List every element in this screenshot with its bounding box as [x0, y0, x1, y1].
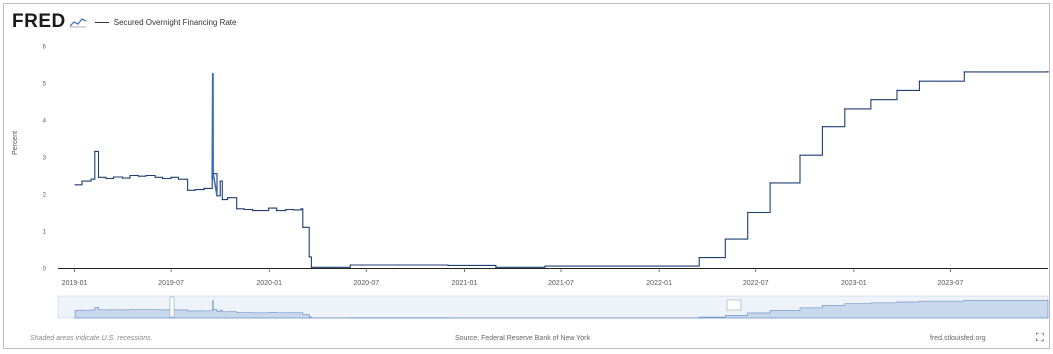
series-point — [161, 177, 164, 180]
recession-note: Shaded areas indicate U.S. recessions. — [30, 335, 153, 342]
fred-logo[interactable]: FRED — [12, 11, 66, 32]
series-point — [308, 256, 310, 258]
fred-graph-icon — [69, 18, 87, 28]
fullscreen-icon[interactable]: ⛶ — [1036, 332, 1044, 344]
series-spike — [211, 73, 218, 196]
series-point — [918, 80, 921, 82]
series-point — [177, 178, 180, 180]
x-tick-label: 2019-01 — [62, 280, 88, 287]
series-point — [252, 210, 254, 212]
x-tick-label: 2020-01 — [256, 280, 282, 287]
x-tick-label: 2022-01 — [646, 280, 672, 287]
series-point — [698, 257, 700, 259]
series-point — [544, 265, 546, 267]
series-point — [896, 89, 898, 91]
x-tick-label: 2023-07 — [938, 280, 964, 287]
y-tick-label: 3 — [43, 156, 47, 162]
series-point — [121, 177, 124, 179]
series-point — [769, 182, 771, 184]
y-tick-label: 2 — [43, 193, 47, 199]
y-tick-label: 0 — [43, 267, 47, 273]
zoom-area — [74, 299, 1049, 319]
series-point — [302, 226, 304, 228]
y-tick-label: 5 — [43, 82, 47, 88]
legend-swatch — [94, 21, 109, 23]
series-point — [203, 187, 205, 189]
series-point — [94, 150, 96, 152]
series-point — [268, 207, 270, 209]
series-point — [349, 264, 351, 266]
chart-frame — [3, 3, 1050, 349]
series-point — [211, 177, 213, 179]
series-point — [154, 176, 156, 178]
y-tick-label: 4 — [43, 119, 47, 125]
series-point — [747, 211, 749, 214]
x-tick-label: 2019-07 — [158, 280, 184, 287]
series-point — [74, 184, 76, 186]
series-point — [724, 238, 726, 240]
series-point — [447, 264, 449, 266]
series-point — [105, 177, 107, 180]
x-tick-label: 2023-01 — [841, 280, 867, 287]
series-point — [112, 176, 115, 178]
x-tick-label: 2022-07 — [743, 280, 769, 287]
series-point — [799, 154, 801, 156]
series-point — [137, 175, 140, 177]
series-point — [844, 108, 846, 110]
series-point — [145, 174, 147, 177]
series-point — [219, 180, 221, 182]
zoom-handle-mid — [726, 299, 742, 311]
series-point — [593, 265, 595, 267]
series-point — [870, 99, 872, 101]
series-point — [310, 266, 312, 268]
y-tick-label: 6 — [43, 45, 47, 51]
series-point — [81, 180, 83, 182]
series-point — [170, 176, 172, 178]
series-point — [495, 266, 497, 268]
series-point — [300, 208, 302, 210]
series-point — [276, 210, 278, 212]
series-point — [212, 73, 214, 75]
series-point — [285, 208, 287, 211]
series-point — [243, 208, 245, 211]
source-note: Source: Federal Reserve Bank of New York — [455, 335, 591, 342]
series-point — [236, 208, 238, 210]
series-line — [75, 71, 1049, 268]
series-point — [97, 176, 100, 178]
series-point — [212, 173, 214, 175]
series-point — [963, 71, 965, 73]
series-point — [227, 197, 229, 199]
series-point — [90, 178, 92, 180]
series-point — [216, 195, 218, 197]
series-point — [821, 126, 824, 128]
series-point — [194, 189, 196, 191]
series-point — [129, 174, 131, 177]
series-point — [398, 264, 400, 266]
series-point — [187, 189, 189, 191]
x-tick-label: 2021-07 — [548, 280, 574, 287]
zoom-handle-left — [169, 296, 175, 318]
y-tick-label: 1 — [43, 230, 47, 236]
x-tick-label: 2020-07 — [353, 280, 379, 287]
site-link[interactable]: fred.stlouisfed.org — [930, 335, 986, 342]
series-point — [292, 209, 294, 211]
legend-label: Secured Overnight Financing Rate — [113, 17, 237, 27]
chart-header: FRED Secured Overnight Financing Rate — [12, 11, 237, 32]
series-point — [1047, 70, 1049, 73]
series-point — [221, 199, 223, 201]
series-point — [642, 265, 644, 267]
x-tick-label: 2021-01 — [452, 280, 478, 287]
